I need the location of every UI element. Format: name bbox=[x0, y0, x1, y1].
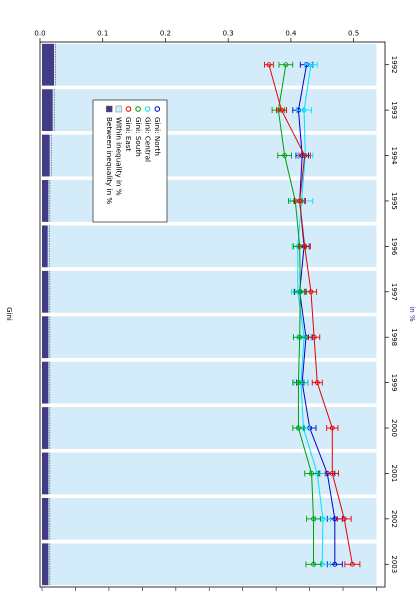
legend-label-gini-east: Gini: East bbox=[124, 117, 133, 152]
line-gini-north bbox=[297, 64, 336, 565]
year-tick-label-1998: 1998 bbox=[390, 328, 398, 346]
line-layer bbox=[264, 61, 361, 568]
year-tick-label-2000: 2000 bbox=[390, 419, 398, 437]
bar-between-2002 bbox=[41, 497, 49, 540]
bar-between-1996 bbox=[41, 225, 48, 268]
legend-marker-gini-north bbox=[154, 106, 161, 112]
legend-marker-within-inequality-in- bbox=[115, 105, 123, 113]
legend-label-gini-north: Gini: North bbox=[153, 117, 162, 156]
bar-between-1992 bbox=[41, 43, 55, 86]
gini-tick-label-0.5: 0.5 bbox=[348, 29, 359, 37]
legend-label-between-inequality-in-: Between inequality in % bbox=[105, 117, 114, 204]
year-tick-label-2002: 2002 bbox=[390, 510, 398, 528]
bar-between-2003 bbox=[41, 543, 49, 586]
gini-tick-label-0.3: 0.3 bbox=[223, 30, 234, 38]
tick-layer: 1992 1993 1994 1995 1996 1997 1998 1999 2000 2001… bbox=[34, 29, 398, 593]
year-tick-label-1997: 1997 bbox=[390, 283, 398, 301]
line-gini-east bbox=[268, 64, 353, 565]
line-gini-central bbox=[297, 64, 324, 565]
bar-layer bbox=[41, 43, 377, 586]
point-gini-north-2003 bbox=[332, 561, 338, 567]
bar-between-1993 bbox=[42, 89, 53, 132]
point-gini-central-2002 bbox=[320, 516, 326, 522]
point-gini-south-1997 bbox=[297, 289, 303, 295]
point-gini-east-1993 bbox=[279, 107, 284, 113]
point-gini-south-1992 bbox=[283, 62, 289, 68]
year-tick-label-1996: 1996 bbox=[390, 237, 398, 255]
gini-tick-label-0.1: 0.1 bbox=[97, 30, 108, 38]
point-gini-east-1995 bbox=[297, 198, 303, 204]
point-gini-east-1992 bbox=[266, 62, 272, 68]
legend-marker-between-inequality-in- bbox=[106, 105, 113, 113]
year-tick-label-2001: 2001 bbox=[390, 465, 398, 483]
bar-between-2001 bbox=[41, 452, 49, 495]
bar-within-1997 bbox=[48, 270, 377, 313]
point-gini-east-2002 bbox=[341, 516, 347, 522]
point-gini-south-2001 bbox=[309, 471, 315, 476]
point-gini-south-2002 bbox=[311, 516, 316, 522]
year-tick-label-1995: 1995 bbox=[390, 192, 398, 210]
gini-tick-label-0.4: 0.4 bbox=[285, 30, 297, 38]
bar-between-1997 bbox=[41, 270, 49, 313]
x-axis-gini-label: Gini bbox=[5, 307, 13, 321]
bar-between-1998 bbox=[41, 316, 49, 359]
point-gini-central-1992 bbox=[308, 62, 314, 68]
legend-label-within-inequality-in-: Within inequality in % bbox=[115, 117, 124, 196]
point-gini-east-1997 bbox=[308, 289, 314, 295]
year-tick-label-1994: 1994 bbox=[390, 147, 398, 165]
year-tick-label-1999: 1999 bbox=[390, 374, 398, 392]
point-gini-central-1993 bbox=[301, 107, 307, 113]
point-gini-south-2003 bbox=[311, 561, 316, 567]
legend-label-gini-south: Gini: South bbox=[134, 117, 143, 157]
bar-within-2000 bbox=[48, 407, 377, 449]
point-gini-south-1994 bbox=[282, 153, 288, 158]
point-gini-south-2000 bbox=[295, 425, 301, 431]
bar-within-1999 bbox=[48, 361, 377, 404]
bar-within-2003 bbox=[48, 543, 377, 586]
bar-within-2002 bbox=[48, 497, 377, 540]
bar-between-1995 bbox=[41, 180, 49, 222]
bar-within-1996 bbox=[47, 225, 377, 268]
point-gini-east-1998 bbox=[311, 334, 317, 340]
bar-between-2000 bbox=[41, 407, 49, 449]
gini-tick-label-0.2: 0.2 bbox=[160, 30, 171, 38]
legend-label-gini-central: Gini: Central bbox=[143, 117, 152, 162]
point-gini-east-2000 bbox=[329, 425, 335, 431]
point-gini-north-2002 bbox=[332, 516, 338, 522]
plot-frame bbox=[39, 41, 386, 588]
legend-box bbox=[92, 99, 168, 223]
gini-tick-label-0.0: 0.0 bbox=[34, 30, 45, 38]
year-tick-label-2003: 2003 bbox=[390, 555, 398, 573]
year-tick-label-1993: 1993 bbox=[390, 101, 398, 119]
point-gini-east-2001 bbox=[329, 471, 335, 476]
bar-between-1994 bbox=[42, 134, 50, 177]
point-gini-south-1999 bbox=[295, 380, 301, 386]
legend-marker-gini-central bbox=[144, 106, 151, 112]
rotated-plot: 1992 1993 1994 1995 1996 1997 1998 1999 2000 2001… bbox=[5, 29, 416, 593]
year-tick-label-1992: 1992 bbox=[390, 56, 398, 74]
bar-within-1998 bbox=[48, 316, 377, 359]
legend-marker-gini-south bbox=[135, 106, 141, 112]
point-gini-east-2003 bbox=[349, 561, 355, 567]
line-gini-south bbox=[277, 64, 314, 565]
point-gini-east-1996 bbox=[302, 243, 308, 249]
legend-marker-gini-east bbox=[125, 106, 132, 112]
point-gini-east-1999 bbox=[314, 380, 320, 386]
point-gini-east-1994 bbox=[302, 153, 308, 158]
bar-within-2001 bbox=[48, 452, 377, 495]
bar-between-1999 bbox=[41, 361, 49, 404]
point-gini-south-1998 bbox=[297, 334, 303, 340]
bar-within-1992 bbox=[54, 43, 377, 86]
x-axis-percent-label: in % bbox=[408, 306, 416, 322]
